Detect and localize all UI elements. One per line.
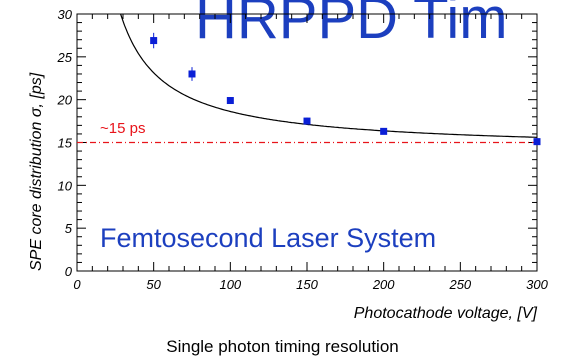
y-tick-label: 5 (65, 221, 73, 236)
data-point (226, 97, 234, 105)
data-point (380, 127, 388, 135)
y-axis-title: SPE core distribution σ, [ps] (28, 72, 45, 271)
x-tick-label: 150 (296, 277, 318, 292)
fit-curve (120, 13, 537, 138)
x-tick-label: 200 (372, 277, 395, 292)
axis-ticks (76, 13, 538, 272)
y-tick-label: 25 (57, 50, 73, 65)
x-tick-label: 50 (146, 277, 161, 292)
data-point (188, 70, 196, 78)
y-tick-label: 10 (58, 178, 73, 193)
x-axis-title: Photocathode voltage, [V] (354, 305, 538, 322)
y-tick-label: 15 (58, 136, 73, 151)
x-tick-label: 100 (219, 277, 241, 292)
y-tick-label: 30 (58, 7, 73, 22)
data-point (303, 117, 311, 125)
data-point (150, 37, 158, 45)
x-tick-labels: 0 50 100 150 200 250 300 (73, 277, 548, 292)
laser-system-label: Femtosecond Laser System (100, 223, 436, 253)
x-tick-label: 250 (448, 277, 471, 292)
y-tick-label: 20 (57, 93, 73, 108)
annotation-label: ~15 ps (100, 120, 145, 137)
y-tick-label: 0 (65, 264, 73, 279)
y-tick-labels: 0 5 10 15 20 25 30 (57, 7, 73, 279)
x-tick-label: 300 (526, 277, 548, 292)
x-tick-label: 0 (73, 277, 81, 292)
figure-caption: Single photon timing resolution (166, 337, 399, 356)
chart-canvas: HRPPD Tim 0 5 10 15 20 25 30 0 50 100 150 200 250 30… (28, 0, 549, 322)
banner-title: HRPPD Tim (195, 0, 508, 51)
data-point (533, 138, 541, 146)
data-points (150, 32, 541, 146)
